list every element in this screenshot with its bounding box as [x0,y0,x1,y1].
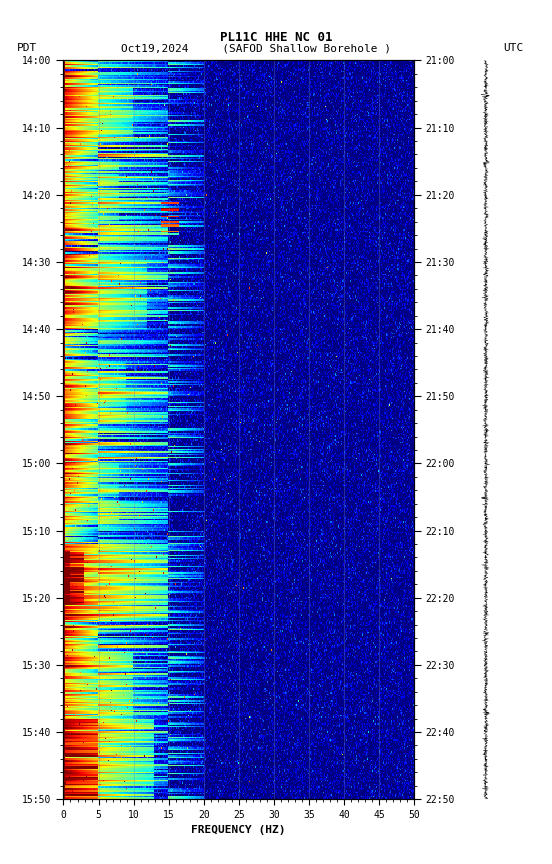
Text: UTC: UTC [503,43,523,54]
Text: Oct19,2024     (SAFOD Shallow Borehole ): Oct19,2024 (SAFOD Shallow Borehole ) [121,43,391,54]
Text: PDT: PDT [17,43,37,54]
Text: PL11C HHE NC 01: PL11C HHE NC 01 [220,30,332,44]
X-axis label: FREQUENCY (HZ): FREQUENCY (HZ) [192,825,286,835]
